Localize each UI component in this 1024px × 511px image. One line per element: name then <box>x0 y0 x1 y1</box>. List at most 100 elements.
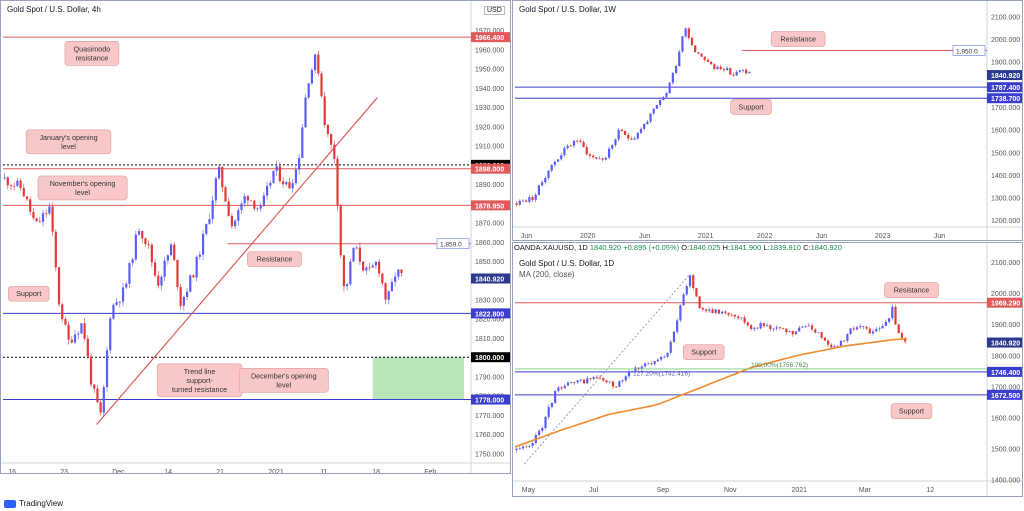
chart-1w-svg[interactable]: 2100.000 2000.000 1900.000 1700.000 1600.000… <box>513 1 1023 241</box>
candle-body <box>384 283 387 300</box>
x-tick-label: Jun <box>639 233 650 240</box>
candle-body <box>684 28 687 37</box>
currency-badge[interactable]: USD <box>484 6 505 15</box>
candle-body <box>166 255 169 261</box>
candle-body <box>701 308 704 310</box>
y-tick-label: 1810.000 <box>475 336 504 343</box>
candle-body <box>192 275 195 278</box>
candle-body <box>887 318 891 322</box>
candle-body <box>579 379 582 381</box>
indicator-label: MA (200, close) <box>519 270 575 279</box>
level-price-label: 1969.290 <box>991 301 1020 308</box>
ohlc-close: 1840.920 <box>810 243 842 252</box>
candle-body <box>352 247 355 262</box>
y-tick-label: 1400.000 <box>991 173 1020 180</box>
candle-body <box>730 314 733 316</box>
candle-body <box>320 73 323 97</box>
chart-4h-panel[interactable]: Gold Spot / U.S. Dollar, 4h USD 1970.000… <box>0 0 511 474</box>
candle-body <box>640 366 643 369</box>
chart-1d-svg[interactable]: 2100.000 2000.000 1900.000 1800.000 1700.000… <box>513 243 1023 497</box>
candle-body <box>775 327 778 329</box>
candle-body <box>534 194 537 201</box>
annotation-callout <box>25 129 112 155</box>
y-tick-label: 1400.000 <box>991 477 1020 484</box>
candle-body <box>569 145 572 147</box>
candle-body <box>67 324 70 340</box>
candle-body <box>3 177 6 179</box>
level-price-tag <box>471 32 510 43</box>
y-tick-label: 1300.000 <box>991 196 1020 203</box>
annotation-text: Resistance <box>257 255 293 264</box>
x-tick-label: 2022 <box>757 233 773 240</box>
chart-4h-svg[interactable]: 1970.000 1960.000 1950.000 1940.000 1930.000… <box>1 1 511 474</box>
candle-body <box>871 331 875 334</box>
candle-body <box>515 203 518 205</box>
candle-body <box>397 269 400 277</box>
candle-body <box>93 384 96 389</box>
candle-body <box>668 82 671 94</box>
candle-body <box>160 276 163 286</box>
candle-body <box>57 267 61 305</box>
y-tick-label: 1500.000 <box>991 150 1020 157</box>
candle-body <box>666 352 669 357</box>
annotation-text: Support <box>738 102 763 111</box>
candle-body <box>205 223 208 234</box>
level-tag <box>436 238 470 250</box>
candle-body <box>70 339 73 343</box>
candle-body <box>653 361 656 364</box>
candle-body <box>694 45 697 53</box>
x-tick-label: Jul <box>589 487 598 494</box>
candle-body <box>387 291 390 300</box>
candle-body <box>772 328 775 330</box>
chart-title: Gold Spot / U.S. Dollar, 4h <box>7 5 101 14</box>
chart-1w-panel[interactable]: Gold Spot / U.S. Dollar, 1W 2100.000 2000… <box>512 0 1023 241</box>
candle-body <box>298 157 301 170</box>
annotation-callout <box>247 251 302 267</box>
candle-body <box>112 304 115 319</box>
candle-body <box>253 200 256 209</box>
candle-body <box>814 329 817 333</box>
candle-body <box>179 286 182 306</box>
candle-body <box>725 68 729 70</box>
candle-body <box>855 327 859 330</box>
candle-body <box>208 219 211 224</box>
candle-body <box>157 275 160 286</box>
x-tick-label: 2021 <box>791 487 807 494</box>
candle-body <box>782 328 785 330</box>
candle-body <box>195 256 198 278</box>
candle-body <box>243 196 246 204</box>
candle-body <box>80 323 83 334</box>
candle-body <box>737 316 740 318</box>
x-tick-label: 12 <box>926 487 934 494</box>
chart-1d-panel[interactable]: Gold Spot / U.S. Dollar, 1D MA (200, clo… <box>512 242 1023 497</box>
candle-body <box>249 200 253 202</box>
annotation-text: January's opening <box>39 133 97 142</box>
level-price-label: 1878.950 <box>475 203 504 210</box>
candle-body <box>820 332 823 338</box>
candle-body <box>86 338 89 357</box>
annotation-callout <box>884 282 939 298</box>
candle-body <box>521 446 525 449</box>
annotation-text: Support <box>899 407 924 416</box>
candle-body <box>573 382 576 383</box>
y-tick-label: 1960.000 <box>475 47 504 54</box>
x-tick-label: 2020 <box>580 233 596 240</box>
candle-body <box>528 197 531 202</box>
current-price-tag <box>471 273 510 284</box>
candle-body <box>759 323 762 329</box>
candle-body <box>150 244 153 263</box>
y-tick-label: 1500.000 <box>991 446 1020 453</box>
candle-body <box>611 381 615 387</box>
ohlc-bar: OANDA:XAUUSD, 1D 1840.920 +0.895 (+0.05%… <box>514 243 842 252</box>
y-tick-label: 1760.000 <box>475 432 504 439</box>
candle-body <box>224 187 227 202</box>
candle-body <box>595 377 598 378</box>
y-tick-label: 2100.000 <box>991 14 1020 21</box>
tradingview-logo-icon <box>4 499 16 508</box>
level-price-label: 1898.000 <box>475 167 504 174</box>
candle-body <box>89 356 93 385</box>
x-tick-label: Jun <box>521 233 532 240</box>
candle-body <box>738 70 741 72</box>
candle-body <box>647 363 650 365</box>
candle-body <box>368 267 371 269</box>
